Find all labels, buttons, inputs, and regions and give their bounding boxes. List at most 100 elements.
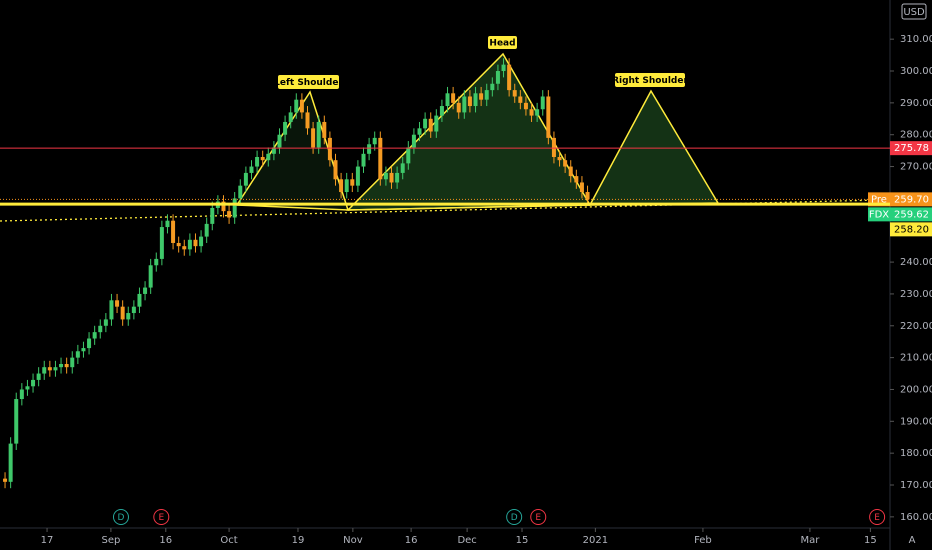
candle-body (64, 363, 69, 368)
y-tick-label: 220.00 (900, 321, 932, 332)
candle-body (434, 115, 439, 132)
candle-body (131, 306, 136, 314)
candle-body (271, 147, 276, 154)
price-label-box (890, 222, 932, 237)
candle-body (467, 96, 472, 107)
candle-body (266, 153, 271, 161)
candle-body (417, 128, 422, 135)
candle-body (518, 96, 523, 103)
candle-body (137, 293, 142, 307)
annotation-label: Left Shoulder (274, 78, 343, 88)
event-marker (153, 509, 170, 525)
candle-body (53, 367, 58, 371)
price-label-box (890, 192, 932, 207)
price-label: 258.20 (894, 224, 929, 235)
candle-body (3, 478, 8, 482)
candle-body (120, 306, 125, 320)
candle-body (59, 363, 64, 368)
y-tick-label: 300.00 (900, 66, 932, 77)
candle-body (165, 220, 170, 228)
annotation-box (278, 75, 339, 89)
y-tick-label: 310.00 (900, 34, 932, 45)
x-tick-label: Dec (457, 535, 476, 546)
candle-body (143, 287, 148, 294)
candle-body (551, 137, 556, 157)
candle-body (585, 192, 590, 200)
candle-body (406, 147, 411, 164)
candle-body (579, 182, 584, 193)
y-tick-label: 210.00 (900, 353, 932, 364)
candle-body (25, 386, 30, 390)
annotation-box (488, 36, 517, 49)
trend-line (0, 199, 881, 222)
annotation-head: Head (488, 36, 517, 49)
price-label: 259.62 (894, 209, 929, 220)
candle-body (507, 64, 512, 91)
candle-body (462, 96, 467, 113)
candle-body (154, 258, 159, 266)
candle-body (535, 109, 540, 116)
candle-body (31, 379, 36, 387)
candle-body (322, 121, 327, 138)
candle-body (238, 185, 243, 199)
x-tick-label: Oct (220, 535, 237, 546)
event-label: E (874, 513, 880, 523)
price-label-name-box (868, 207, 890, 222)
x-tick-label: 16 (405, 535, 418, 546)
candle-body (19, 389, 24, 400)
candle-body (36, 373, 41, 380)
y-tick-label: 170.00 (900, 480, 932, 491)
candle-body (171, 220, 176, 243)
candle-body (546, 96, 551, 138)
y-tick-label: 270.00 (900, 162, 932, 173)
candle-body (372, 137, 377, 145)
candle-body (411, 134, 416, 148)
candle-body (199, 236, 204, 247)
candle-body (47, 367, 52, 371)
y-tick-label: 160.00 (900, 512, 932, 523)
candle-body (126, 313, 131, 320)
candle-body (423, 118, 428, 129)
y-tick-label: 290.00 (900, 98, 932, 109)
candle-body (204, 223, 209, 237)
x-tick-label: 16 (159, 535, 172, 546)
candle-body (294, 99, 299, 113)
y-tick-label: 200.00 (900, 384, 932, 395)
candle-body (249, 166, 254, 173)
candle-body (512, 90, 517, 97)
candle-body (574, 176, 579, 183)
candle-body (8, 443, 13, 482)
currency-box[interactable] (901, 3, 927, 20)
candle-body (484, 90, 489, 100)
x-tick-label: 17 (41, 535, 54, 546)
x-tick-label: Feb (694, 535, 712, 546)
event-marker (506, 509, 523, 525)
candle-body (557, 156, 562, 161)
x-tick-label: Sep (101, 535, 120, 546)
candle-body (495, 71, 500, 84)
candle-body (344, 179, 349, 193)
candle-body (260, 156, 265, 161)
y-tick-label: 190.00 (900, 416, 932, 427)
annotation-label: Head (489, 39, 515, 49)
candle-body (367, 144, 372, 154)
candle-body (389, 172, 394, 183)
auto-scale-button[interactable]: A (909, 535, 916, 546)
candle-body (523, 102, 528, 110)
candle-body (529, 109, 534, 116)
candle-body (42, 367, 47, 374)
price-label: 275.78 (894, 143, 929, 154)
candle-body (395, 172, 400, 183)
candle-body (92, 332, 97, 339)
candle-body (255, 156, 260, 167)
y-tick-label: 230.00 (900, 289, 932, 300)
event-marker (869, 509, 886, 525)
candle-body (277, 134, 282, 148)
annotation-label: Right Shoulder (612, 76, 688, 86)
candle-body (451, 93, 456, 103)
candle-body (333, 160, 338, 180)
event-label: E (535, 513, 541, 523)
y-tick-label: 180.00 (900, 448, 932, 459)
currency[interactable]: USD (903, 7, 925, 18)
